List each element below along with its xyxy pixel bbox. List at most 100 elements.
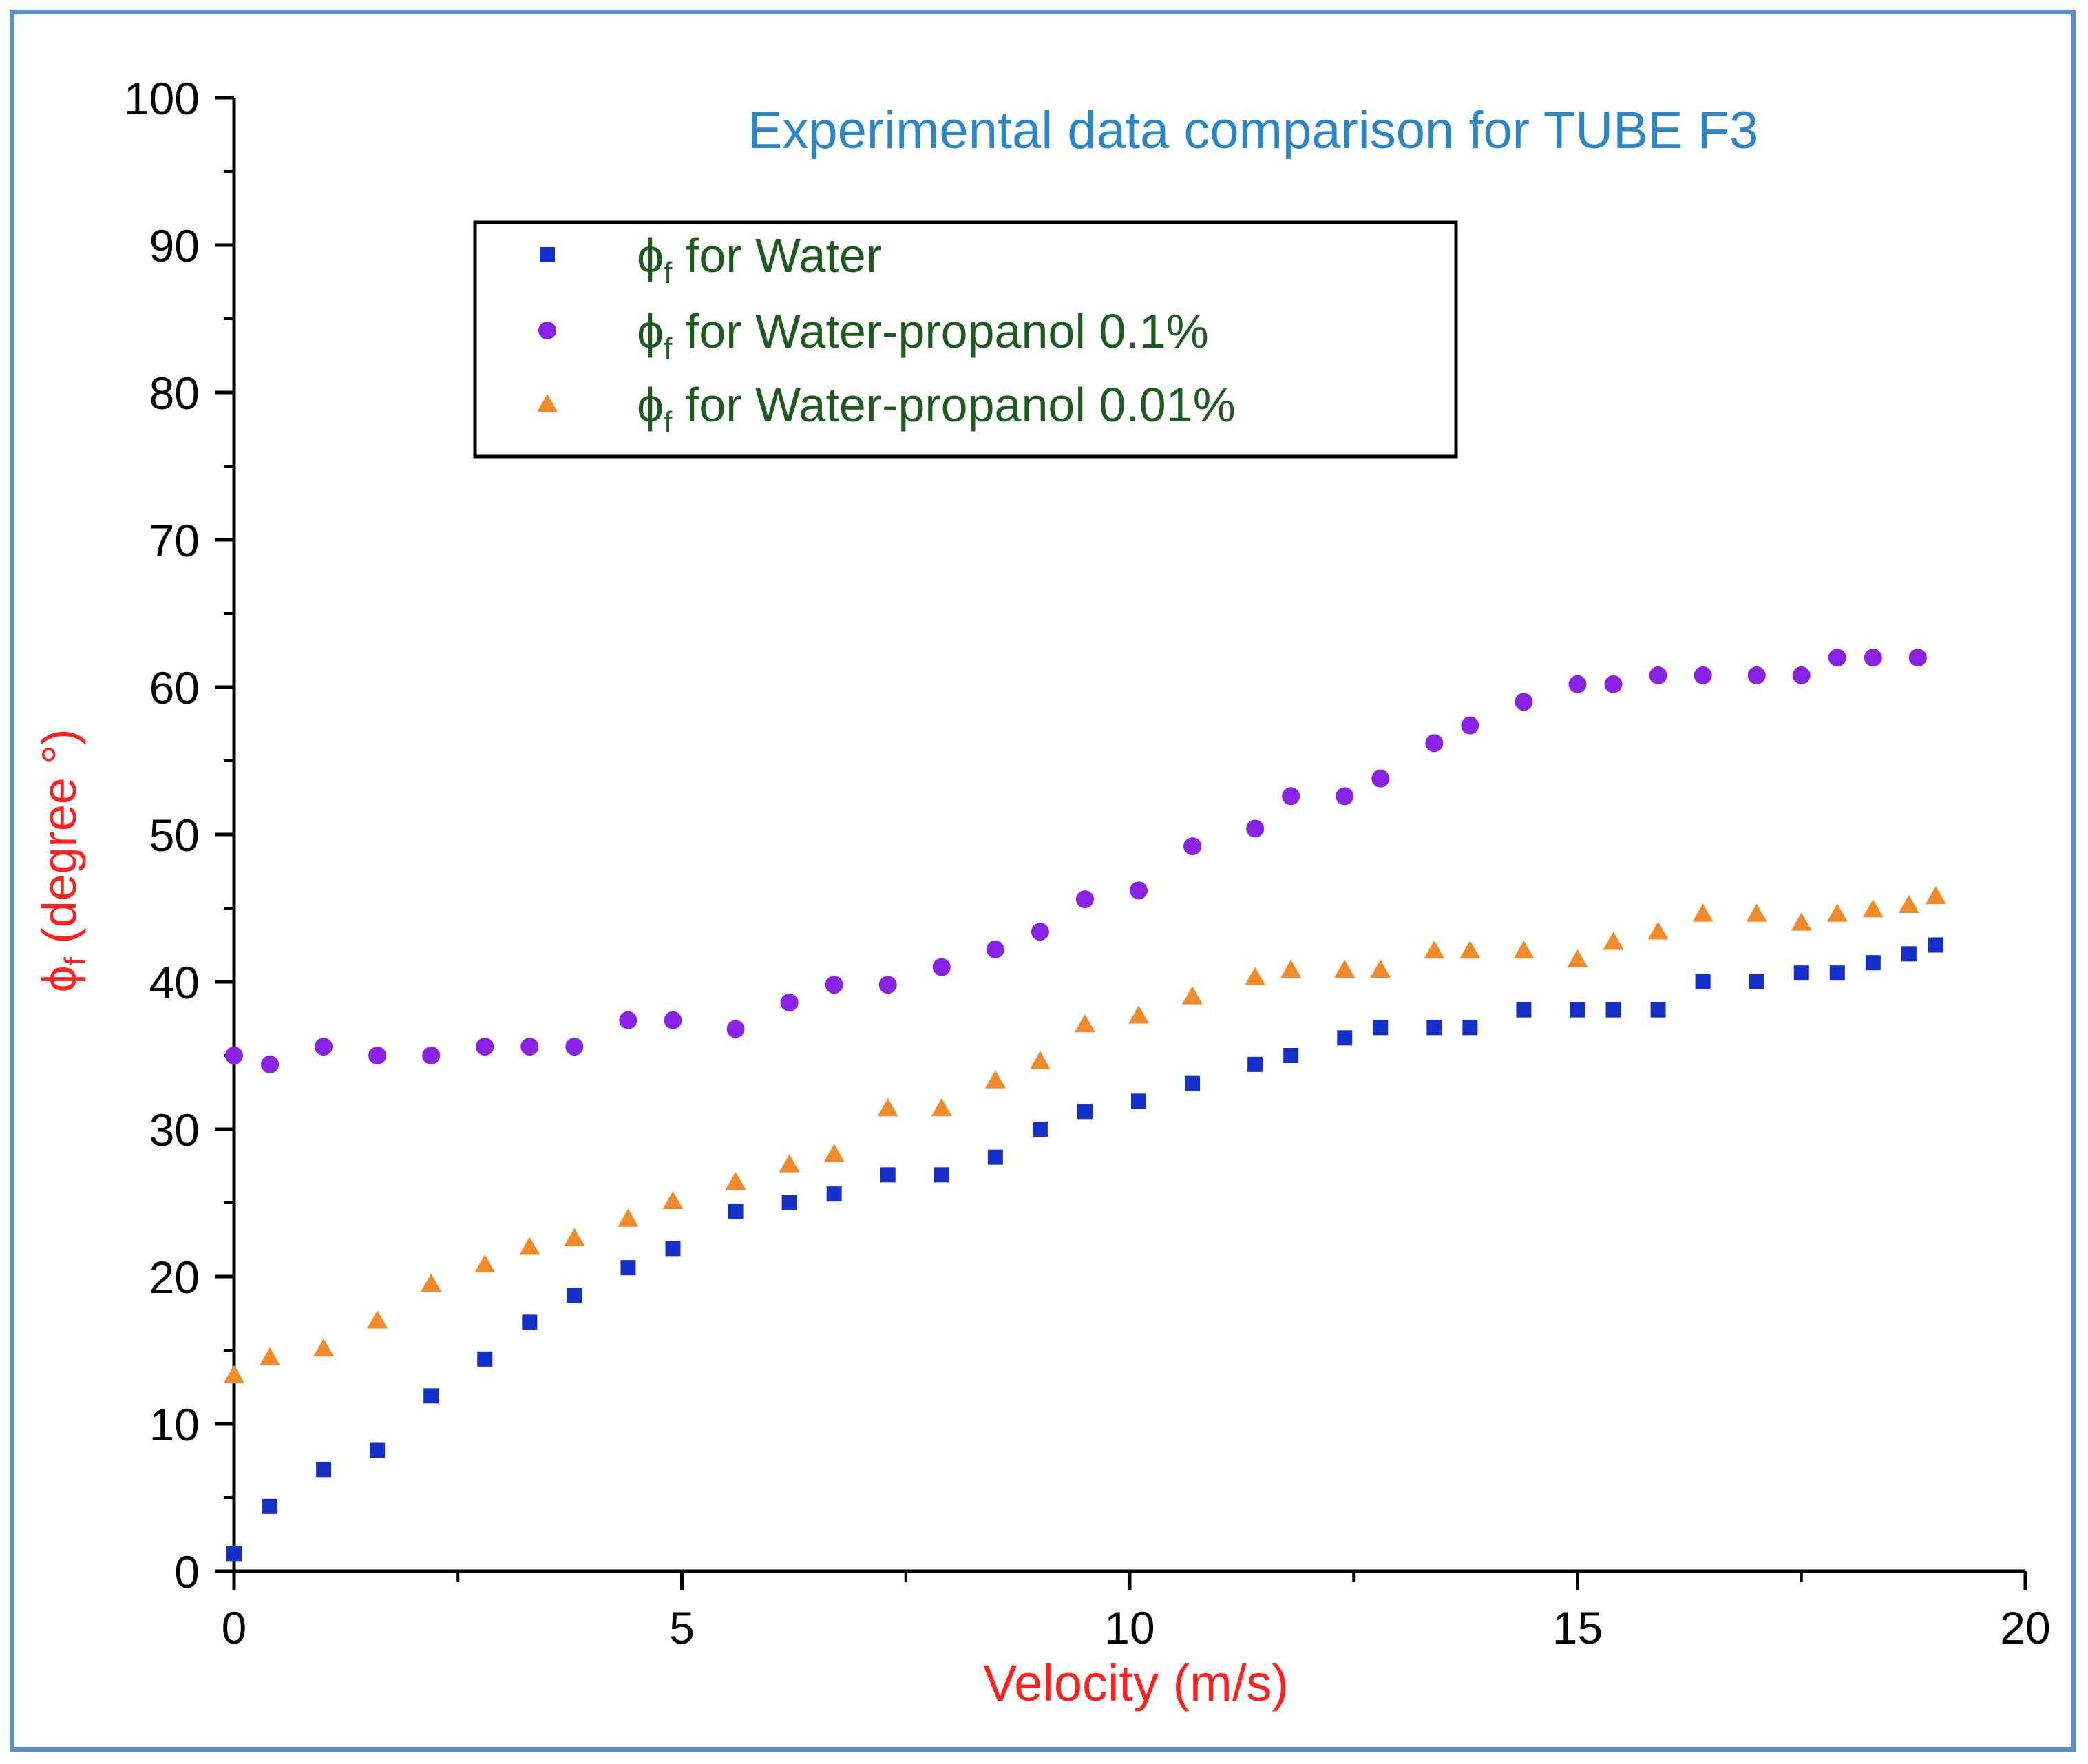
data-point-water [620,1260,636,1276]
data-point-water [665,1241,681,1257]
data-point-water-propanol-0-01 [931,1098,952,1117]
x-tick-label: 0 [222,1602,247,1653]
x-tick-label: 10 [1104,1602,1154,1653]
data-point-water-propanol-0-1 [1371,769,1390,788]
data-point-water-propanol-0-01 [519,1237,540,1255]
data-point-water [1829,965,1845,981]
y-tick-label: 70 [149,515,200,566]
data-point-water-propanol-0-01 [1128,1005,1150,1024]
data-point-water-propanol-0-01 [1898,894,1919,913]
data-point-water [522,1314,538,1330]
y-tick-label: 60 [149,662,200,713]
data-point-water [1185,1075,1201,1091]
data-point-water [826,1186,842,1202]
data-point-water [1283,1048,1299,1063]
data-point-water-propanol-0-1 [1075,890,1094,909]
data-point-water-propanol-0-01 [1280,959,1302,978]
data-point-water-propanol-0-1 [1031,923,1049,941]
data-point-water [1247,1056,1263,1072]
data-point-water-propanol-0-1 [315,1038,333,1056]
data-point-water-propanol-0-1 [726,1020,745,1038]
data-point-water [1337,1030,1353,1046]
data-point-water-propanol-0-1 [1828,649,1846,667]
data-point-water-propanol-0-01 [260,1347,281,1365]
legend-box [473,220,1458,459]
data-point-water-propanol-0-01 [1603,932,1624,950]
data-point-water-propanol-0-01 [1925,885,1946,905]
data-point-water-propanol-0-01 [618,1208,639,1227]
data-point-water-propanol-0-01 [421,1273,442,1292]
data-point-water [423,1388,439,1404]
data-point-water-propanol-0-01 [1334,959,1356,978]
data-point-water-propanol-0-01 [1370,959,1391,978]
y-tick-label: 10 [149,1399,200,1450]
data-point-water-propanol-0-1 [368,1047,387,1064]
x-tick-label: 20 [2000,1602,2050,1653]
data-point-water [1695,974,1711,989]
y-tick-label: 0 [174,1546,200,1597]
data-point-water [880,1167,896,1183]
data-point-water [1032,1122,1048,1137]
y-tick-label: 90 [149,220,200,271]
data-point-water-propanol-0-01 [474,1254,496,1273]
data-point-water-propanol-0-1 [1908,649,1927,667]
data-point-water-propanol-0-1 [1130,881,1148,900]
data-point-water-propanol-0-1 [1515,693,1533,711]
data-point-water-propanol-0-01 [1647,921,1669,940]
data-point-water [1462,1020,1478,1036]
data-point-water-propanol-0-01 [779,1154,800,1173]
data-point-water-propanol-0-1 [986,940,1004,958]
data-point-water-propanol-0-01 [1029,1051,1051,1069]
data-point-water-propanol-0-1 [1649,666,1667,684]
data-point-water [370,1442,386,1458]
data-point-water-propanol-0-01 [1567,949,1588,968]
data-point-water-propanol-0-1 [1747,666,1766,684]
data-point-water-propanol-0-01 [1182,986,1203,1005]
data-point-water [1516,1002,1532,1018]
data-point-water-propanol-0-1 [565,1038,584,1056]
data-point-water [1077,1104,1093,1120]
data-point-water-propanol-0-01 [367,1310,388,1329]
y-axis-label-symbol: ϕ [32,965,86,992]
data-point-water-propanol-0-01 [877,1098,898,1117]
data-point-water-propanol-0-1 [1336,787,1354,806]
legend-label-water-propanol-0-01: ϕf for Water-propanol 0.01% [637,378,1236,439]
data-point-water-propanol-0-01 [1459,941,1481,959]
data-point-water-propanol-0-01 [1826,903,1848,922]
data-point-water [1865,955,1881,971]
y-axis-label-subscript: f [59,956,92,965]
data-point-water [226,1546,242,1562]
y-tick-label: 20 [149,1252,200,1303]
data-point-water-propanol-0-1 [825,976,843,994]
data-point-water-propanol-0-1 [1604,675,1623,693]
y-tick-label: 30 [149,1104,200,1155]
data-point-water-propanol-0-1 [476,1038,494,1056]
legend-label-water-propanol-0-1: ϕf for Water-propanol 0.1% [637,304,1209,366]
data-point-water-propanol-0-1 [1568,675,1587,693]
data-point-water-propanol-0-1 [261,1055,280,1073]
data-point-water-propanol-0-01 [1791,912,1812,931]
data-point-water-propanol-0-1 [520,1038,539,1056]
y-tick-label: 40 [149,957,200,1008]
data-point-water-propanol-0-01 [1746,903,1767,922]
y-axis-label-units: (degree °) [32,729,86,957]
data-point-water [316,1462,332,1478]
y-tick-label: 50 [149,810,200,861]
data-point-water-propanol-0-01 [823,1144,845,1162]
data-point-water-propanol-0-01 [224,1365,244,1383]
data-point-water [1793,965,1809,981]
data-point-water [1901,946,1917,962]
data-point-water-propanol-0-01 [1692,903,1713,922]
data-point-water-propanol-0-1 [780,993,799,1011]
legend: ϕf for Water ϕf for Water-propanol 0.1% ϕf… [473,220,1458,459]
legend-marker-water-propanol-0-01 [537,394,558,412]
data-point-water [728,1204,744,1219]
data-point-water-propanol-0-1 [1792,666,1811,684]
data-point-water-propanol-0-1 [1183,837,1202,856]
data-series [224,649,1946,1562]
data-point-water-propanol-0-1 [1461,716,1479,735]
data-point-water-propanol-0-01 [313,1338,335,1357]
data-point-water [1426,1020,1442,1036]
data-point-water-propanol-0-1 [932,958,951,976]
